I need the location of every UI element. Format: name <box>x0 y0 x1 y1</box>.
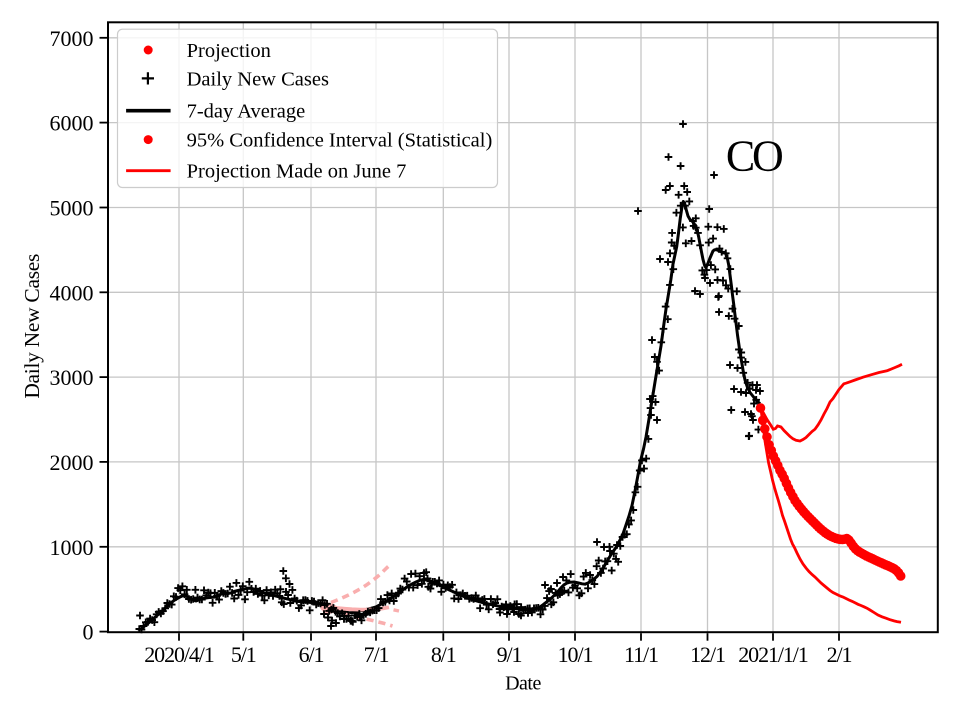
svg-text:CO: CO <box>726 132 782 181</box>
svg-text:2021/1/1: 2021/1/1 <box>738 642 808 667</box>
svg-text:0: 0 <box>83 620 94 645</box>
svg-text:3000: 3000 <box>50 365 94 390</box>
svg-text:10/1: 10/1 <box>558 642 593 667</box>
svg-text:11/1: 11/1 <box>624 642 658 667</box>
svg-text:Daily New Cases: Daily New Cases <box>20 254 44 399</box>
svg-text:6000: 6000 <box>50 111 94 136</box>
svg-text:2000: 2000 <box>50 450 94 475</box>
svg-text:Projection: Projection <box>187 40 271 62</box>
svg-text:5/1: 5/1 <box>231 642 256 667</box>
svg-text:7/1: 7/1 <box>364 642 389 667</box>
svg-text:12/1: 12/1 <box>690 642 725 667</box>
svg-text:Projection Made on June 7: Projection Made on June 7 <box>187 161 407 183</box>
svg-text:4000: 4000 <box>50 280 94 305</box>
svg-text:Daily New Cases: Daily New Cases <box>187 68 329 90</box>
svg-text:Date: Date <box>505 673 541 695</box>
svg-text:2020/4/1: 2020/4/1 <box>144 642 214 667</box>
svg-text:1000: 1000 <box>50 535 94 560</box>
svg-text:6/1: 6/1 <box>299 642 324 667</box>
svg-text:2/1: 2/1 <box>827 642 852 667</box>
svg-text:7000: 7000 <box>50 26 94 51</box>
svg-text:9/1: 9/1 <box>497 642 522 667</box>
svg-text:5000: 5000 <box>50 196 94 221</box>
svg-text:7-day Average: 7-day Average <box>187 101 306 123</box>
svg-text:8/1: 8/1 <box>431 642 456 667</box>
svg-text:95% Confidence Interval (Stati: 95% Confidence Interval (Statistical) <box>187 130 493 152</box>
